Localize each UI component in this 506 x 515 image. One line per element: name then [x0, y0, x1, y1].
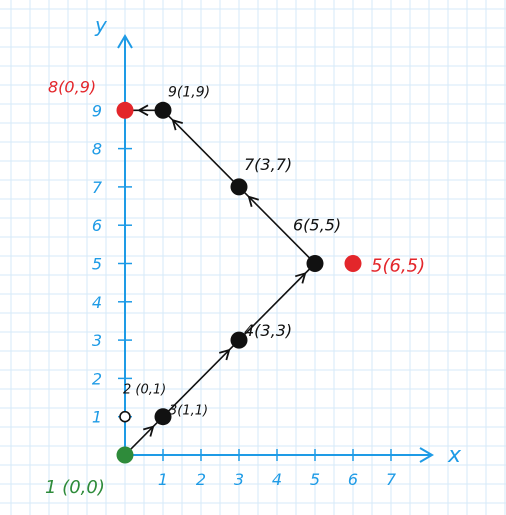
path-edge — [162, 109, 240, 188]
ticks: 1 2 3 4 5 6 7 1 2 3 4 5 6 7 8 9 — [92, 101, 397, 489]
y-tick-label: 1 — [92, 408, 102, 427]
x-tick-label: 7 — [386, 470, 397, 489]
y-tick-label: 8 — [92, 140, 102, 159]
point-p8-label: 8(0,9) — [48, 77, 96, 96]
path-points — [116, 101, 362, 464]
path-edges — [124, 104, 316, 456]
point-p2-marker — [119, 410, 131, 423]
path-edge — [124, 416, 164, 456]
y-tick-label: 7 — [92, 178, 103, 197]
point-p1-label: 1 (0,0) — [45, 477, 105, 498]
point-p4-label: 4(3,3) — [244, 321, 292, 340]
path-arrowhead — [295, 272, 307, 284]
point-p8-marker — [116, 101, 134, 119]
point-p4-marker — [230, 331, 248, 349]
path-edge — [162, 339, 240, 418]
y-tick-label: 6 — [92, 216, 102, 235]
y-tick-label: 2 — [92, 369, 102, 388]
y-axis-arrowhead — [117, 34, 133, 49]
x-tick-label: 2 — [196, 470, 206, 489]
axes: x y — [94, 13, 462, 468]
path-arrowhead — [219, 348, 231, 361]
point-p5-label: 5(6,5) — [371, 256, 425, 277]
point-p1-marker — [116, 446, 134, 464]
point-p7-marker — [230, 178, 248, 196]
y-tick-label: 3 — [92, 331, 102, 350]
point-p3-label: 3(1,1) — [169, 404, 208, 419]
y-axis-label: y — [94, 13, 108, 37]
y-tick-label: 4 — [92, 293, 102, 312]
x-tick-label: 6 — [348, 470, 358, 489]
x-tick-label: 1 — [158, 470, 168, 489]
x-tick-label: 5 — [310, 470, 320, 489]
path-edge — [238, 262, 316, 341]
point-p3-marker — [154, 408, 172, 426]
point-p5-marker — [344, 255, 362, 272]
path-arrowhead — [137, 104, 149, 117]
path-arrowhead — [247, 195, 259, 207]
point-p9-label: 9(1,9) — [168, 84, 210, 100]
point-p6-marker — [306, 255, 324, 272]
path-edge — [238, 186, 316, 265]
point-p6-label: 6(5,5) — [293, 216, 341, 235]
x-axis-label: x — [447, 443, 462, 468]
point-p7-label: 7(3,7) — [244, 155, 292, 174]
path-arrowhead — [143, 425, 155, 437]
point-p2-label: 2 (0,1) — [123, 383, 166, 398]
y-tick-label: 9 — [92, 101, 102, 120]
y-tick-label: 5 — [92, 255, 102, 274]
point-p9-marker — [154, 101, 172, 119]
point-labels: 1 (0,0) 2 (0,1)3(1,1) 4(3,3) 5(6,5) 6(5,5) 7(… — [45, 77, 425, 498]
path-arrowhead — [171, 118, 183, 131]
x-tick-label: 4 — [272, 470, 282, 489]
x-tick-label: 3 — [234, 470, 244, 489]
x-axis-arrowhead — [419, 447, 434, 463]
